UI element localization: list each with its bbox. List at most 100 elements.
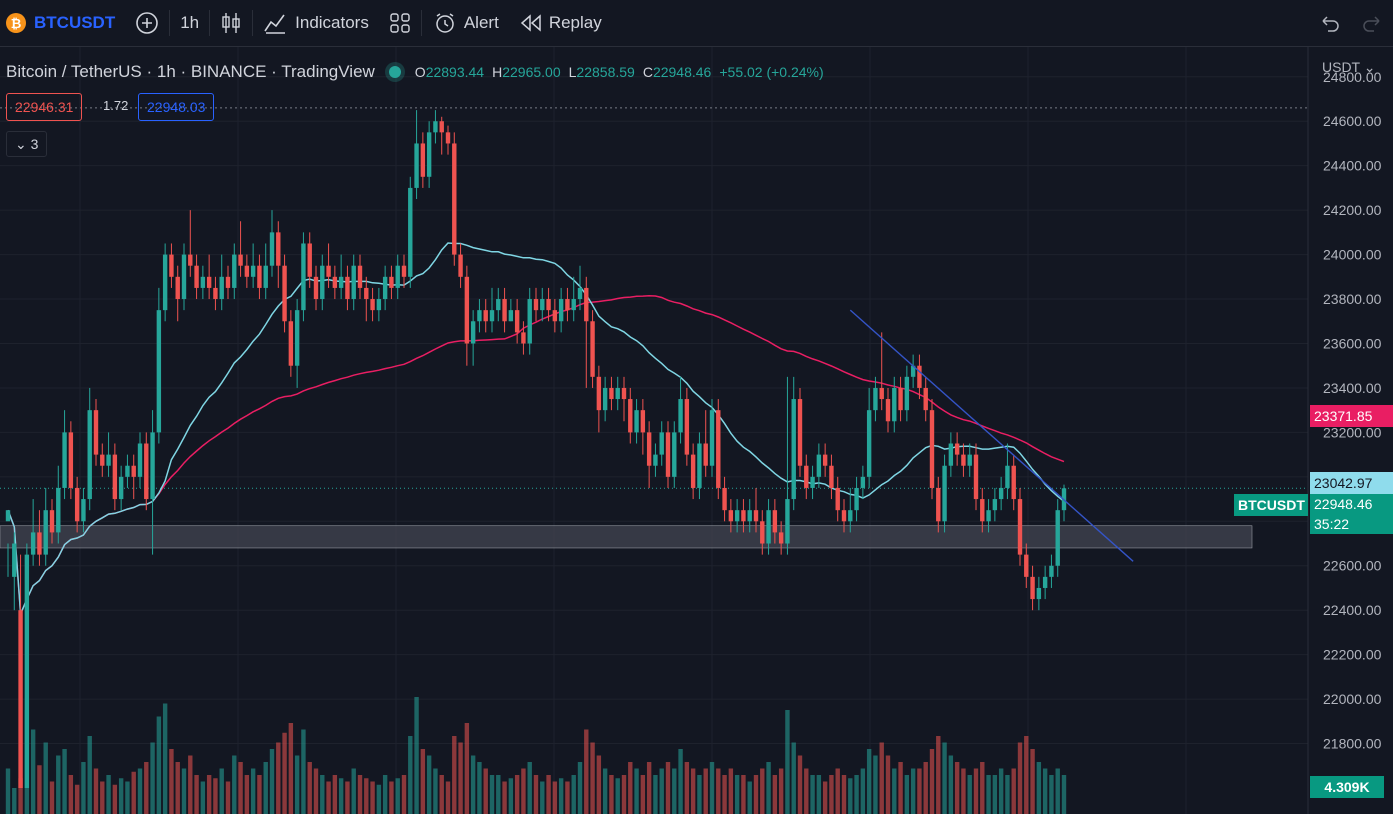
volume-bar	[244, 775, 250, 814]
volume-bar	[426, 755, 432, 814]
volume-bar	[810, 775, 815, 814]
volume-bar	[56, 755, 61, 814]
volume-bar	[778, 768, 784, 814]
volume-bar	[527, 762, 532, 814]
undo-button[interactable]	[1309, 0, 1351, 46]
volume-bar	[175, 762, 180, 814]
volume-bar	[276, 742, 281, 814]
symbol-selector[interactable]: ₿ BTCUSDT	[0, 0, 125, 46]
candle-body	[628, 399, 633, 433]
volume-bar	[835, 768, 840, 814]
candle-body	[1011, 465, 1016, 500]
candle-body	[741, 510, 746, 522]
ohlc-open: 22893.44	[425, 64, 485, 80]
candle-body	[540, 299, 545, 311]
candle-body	[263, 265, 268, 288]
candle-body	[646, 432, 652, 466]
volume-bar	[156, 716, 162, 814]
candle-body	[980, 499, 985, 522]
volume-bar	[225, 781, 231, 814]
currency-selector[interactable]: USDT ⌄	[1322, 59, 1376, 75]
ohlc-low: 22858.59	[576, 64, 635, 80]
candle-body	[760, 521, 765, 544]
interval-button[interactable]: 1h	[170, 0, 209, 46]
volume-bar	[144, 762, 149, 814]
candle-body	[898, 387, 903, 411]
volume-bar	[395, 778, 400, 814]
candle-body	[791, 399, 796, 500]
volume-bar	[433, 768, 438, 814]
volume-bar	[879, 742, 884, 814]
volume-bar	[376, 784, 382, 814]
candle-body	[936, 487, 941, 522]
volume-bar	[791, 742, 796, 814]
indicators-collapse-button[interactable]: ⌄ 3	[6, 131, 48, 157]
candle-body	[596, 376, 602, 411]
moving-average-long-line	[7, 294, 1065, 615]
volume-bar	[219, 768, 224, 814]
volume-bar	[609, 775, 614, 814]
candle-body	[326, 265, 331, 277]
volume-bar	[420, 749, 426, 814]
candle-body	[225, 276, 231, 288]
volume-bar	[571, 775, 576, 814]
volume-bar	[106, 775, 111, 814]
candle-body	[18, 610, 23, 788]
bitcoin-icon: ₿	[6, 13, 26, 33]
volume-bar	[703, 768, 708, 814]
candle-body	[684, 399, 690, 455]
volume-bar	[181, 768, 187, 814]
candle-body	[150, 432, 155, 500]
volume-bar	[602, 768, 608, 814]
candle-body	[458, 254, 463, 277]
indicators-button[interactable]: Indicators	[253, 0, 379, 46]
volume-bar	[282, 732, 287, 814]
buy-price-box[interactable]: 22948.03	[138, 93, 215, 121]
volume-bar	[760, 768, 765, 814]
redo-button[interactable]	[1351, 0, 1393, 46]
candle-body	[439, 121, 444, 133]
chart-type-button[interactable]	[210, 0, 252, 46]
candle-body	[294, 310, 300, 366]
compare-button[interactable]	[125, 0, 169, 46]
support-zone	[0, 525, 1253, 549]
volume-bar	[697, 775, 702, 814]
volume-bar	[1024, 736, 1029, 814]
volume-bar	[263, 762, 268, 814]
volume-bar	[1011, 768, 1016, 814]
candle-body	[998, 487, 1004, 500]
volume-bar	[257, 775, 262, 814]
volume-bar	[364, 778, 369, 814]
volume-bar	[320, 775, 325, 814]
price-chart[interactable]: 24800.00 24600.00 24400.00 24200.00 24000.00…	[0, 47, 1393, 814]
candle-body	[609, 387, 614, 400]
alert-button[interactable]: Alert	[422, 0, 509, 46]
volume-bar	[1042, 768, 1048, 814]
volume-bar	[741, 775, 746, 814]
interval-label: 1h	[180, 13, 200, 32]
candle-body	[1036, 587, 1042, 600]
volume-bar	[439, 775, 444, 814]
sell-price-box[interactable]: 22946.31	[6, 93, 83, 121]
volume-bar	[200, 781, 206, 814]
market-status-icon	[388, 66, 401, 78]
volume-bar	[986, 775, 991, 814]
replay-button[interactable]: Replay	[509, 0, 612, 46]
volume-bar	[942, 742, 947, 814]
candle-body	[879, 387, 884, 400]
candle-body	[521, 332, 526, 344]
volume-bar	[489, 775, 495, 814]
volume-bar	[753, 775, 759, 814]
candle-body	[1024, 554, 1029, 577]
candle-body	[74, 487, 80, 522]
candle-body	[822, 454, 828, 466]
indicators-icon	[264, 14, 286, 34]
candle-body	[552, 310, 558, 322]
candle-body	[640, 410, 646, 433]
volume-bar	[954, 762, 960, 814]
layouts-button[interactable]	[379, 0, 421, 46]
volume-bar	[1049, 775, 1054, 814]
candle-body	[395, 265, 400, 288]
candle-body	[408, 187, 413, 277]
candle-body	[602, 387, 608, 411]
